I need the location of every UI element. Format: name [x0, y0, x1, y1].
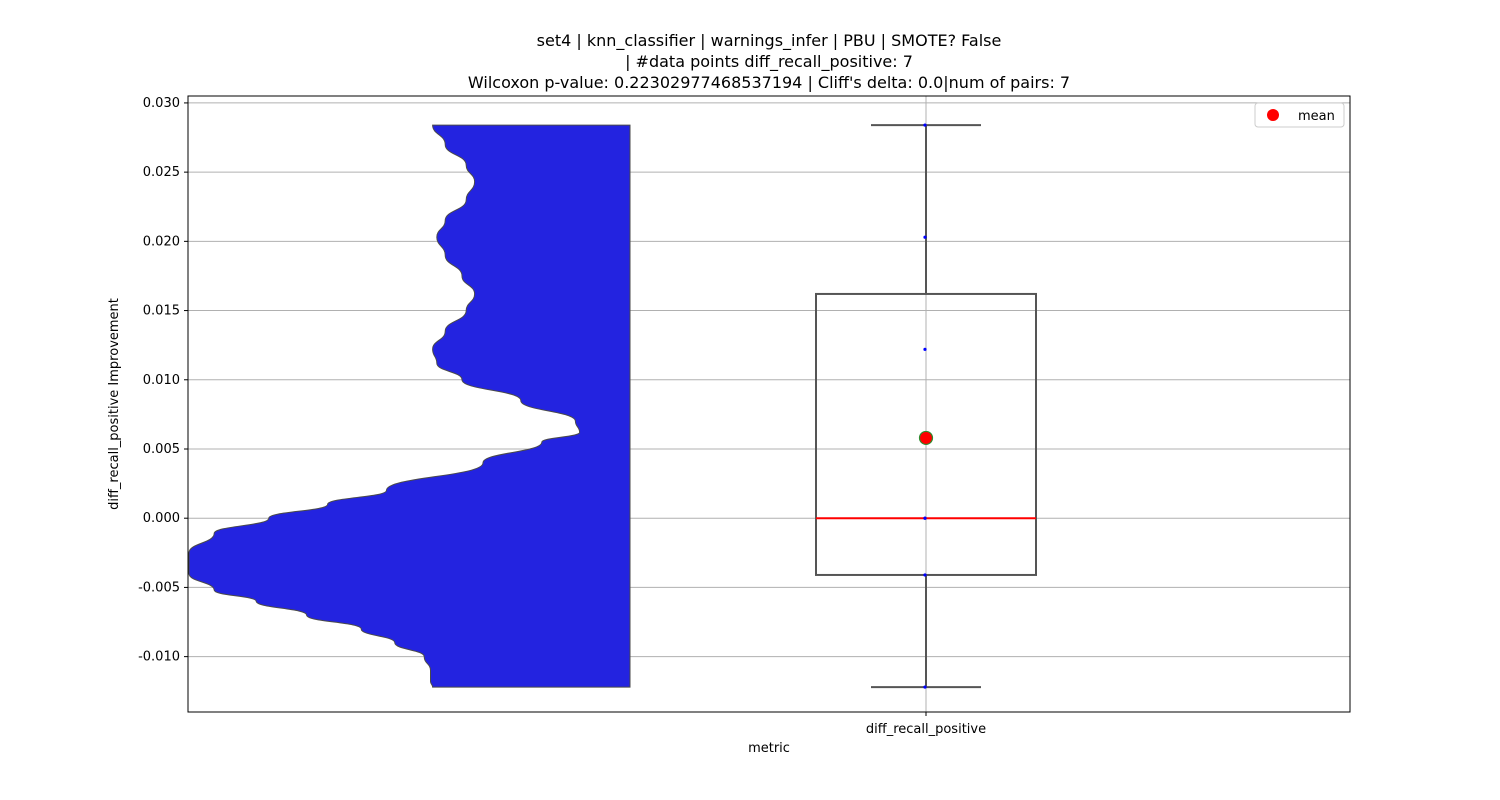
- y-tick-label: -0.010: [138, 650, 180, 665]
- data-point: [923, 573, 927, 577]
- data-point: [923, 235, 927, 239]
- data-point: [923, 123, 927, 127]
- chart-title-line-2: | #data points diff_recall_positive: 7: [625, 52, 913, 72]
- y-tick-label: 0.020: [143, 234, 180, 249]
- data-point: [923, 516, 927, 520]
- legend: mean: [1254, 102, 1345, 128]
- y-axis-label: diff_recall_positive Improvement: [107, 298, 122, 510]
- y-tick-label: 0.000: [143, 511, 180, 526]
- violin-layer: [188, 124, 631, 688]
- y-tick-label: 0.015: [143, 304, 180, 319]
- x-axis-label: metric: [748, 741, 790, 756]
- legend-frame: [1254, 102, 1345, 128]
- box-layer: [815, 123, 1037, 689]
- chart-title-line-1: set4 | knn_classifier | warnings_infer |…: [537, 31, 1002, 51]
- y-tick-label: -0.005: [138, 580, 180, 595]
- data-point: [923, 685, 927, 689]
- y-tick-label: 0.005: [143, 442, 180, 457]
- y-tick-label: 0.030: [143, 96, 180, 111]
- y-tick-label: 0.025: [143, 165, 180, 180]
- chart-title-line-3: Wilcoxon p-value: 0.22302977468537194 | …: [468, 73, 1070, 92]
- legend-mean-marker: [1267, 109, 1279, 121]
- tick-layer: -0.010 -0.005 0.000 0.005 0.010 0.015 0.020 0.0…: [138, 96, 986, 737]
- data-point: [923, 347, 927, 351]
- violin-shape: [188, 124, 631, 688]
- mean-marker: [918, 430, 934, 446]
- x-tick-label: diff_recall_positive: [866, 722, 986, 737]
- plot-frame: [187, 95, 1351, 713]
- y-tick-label: 0.010: [143, 373, 180, 388]
- legend-mean-label: mean: [1298, 109, 1335, 124]
